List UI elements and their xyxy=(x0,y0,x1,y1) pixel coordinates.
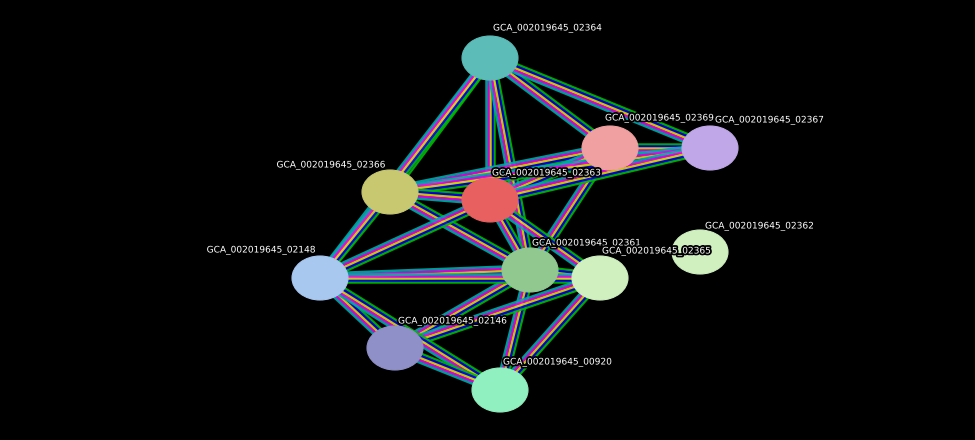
Text: GCA_002019645_02363: GCA_002019645_02363 xyxy=(492,169,601,177)
Text: GCA_002019645_02369: GCA_002019645_02369 xyxy=(605,114,714,122)
Text: GCA_002019645_02366: GCA_002019645_02366 xyxy=(277,161,385,169)
Text: GCA_002019645_02367: GCA_002019645_02367 xyxy=(715,115,824,125)
Ellipse shape xyxy=(582,126,638,170)
Ellipse shape xyxy=(462,36,518,80)
Text: GCA_002019645_02146: GCA_002019645_02146 xyxy=(398,316,506,326)
Text: GCA_002019645_02362: GCA_002019645_02362 xyxy=(705,221,813,231)
Text: GCA_002019645_00920: GCA_002019645_00920 xyxy=(503,357,611,367)
Ellipse shape xyxy=(292,256,348,300)
Ellipse shape xyxy=(682,126,738,170)
Ellipse shape xyxy=(572,256,628,300)
Ellipse shape xyxy=(502,248,558,292)
Text: GCA_002019645_02361: GCA_002019645_02361 xyxy=(532,238,641,247)
Ellipse shape xyxy=(672,230,728,274)
Ellipse shape xyxy=(367,326,423,370)
Ellipse shape xyxy=(462,178,518,222)
Ellipse shape xyxy=(362,170,418,214)
Text: GCA_002019645_02365: GCA_002019645_02365 xyxy=(602,246,711,256)
Text: GCA_002019645_02148: GCA_002019645_02148 xyxy=(207,246,315,254)
Text: GCA_002019645_02364: GCA_002019645_02364 xyxy=(493,23,602,33)
Ellipse shape xyxy=(472,368,528,412)
